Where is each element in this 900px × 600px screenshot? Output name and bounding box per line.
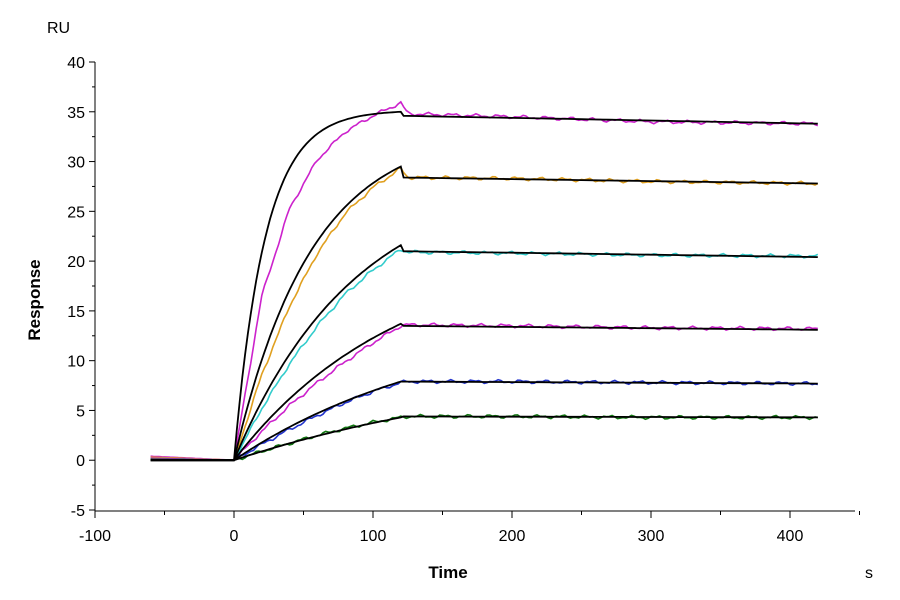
x-axis-title: Time (428, 563, 467, 582)
y-tick-label: 20 (67, 254, 85, 271)
series-fit-6 (150, 415, 818, 462)
series-measured-1 (150, 100, 819, 462)
x-tick-label: 300 (638, 528, 665, 545)
x-tick-label: 0 (230, 528, 239, 545)
x-tick-label: 100 (360, 528, 387, 545)
series-fit-5 (150, 380, 818, 462)
y-tick-label: 35 (67, 105, 85, 122)
y-tick-label: -5 (71, 503, 85, 520)
series-measured-3 (150, 249, 819, 462)
x-tick-label: 400 (777, 528, 804, 545)
y-tick-label: 40 (67, 55, 85, 72)
series-fit-3 (150, 243, 818, 462)
y-axis-title: Response (25, 259, 44, 340)
series-fit-2 (150, 165, 818, 462)
x-tick-label: 200 (499, 528, 526, 545)
series-layer (150, 100, 819, 462)
series-measured-5 (150, 378, 818, 462)
series-fit-4 (150, 322, 818, 462)
x-unit-label: s (865, 565, 873, 582)
series-measured-4 (150, 322, 818, 462)
y-tick-label: 15 (67, 304, 85, 321)
axes (94, 62, 855, 512)
series-fit-1 (150, 110, 818, 462)
x-tick-label: -100 (79, 528, 111, 545)
ticks: -5 0 5 10 15 20 25 30 35 40 -100 0 100 200 300 400 (67, 55, 860, 545)
y-tick-label: 10 (67, 354, 85, 371)
y-tick-label: 5 (76, 403, 85, 420)
y-tick-label: 25 (67, 204, 85, 221)
fit-layer (150, 110, 818, 462)
y-unit-label: RU (47, 20, 70, 37)
y-tick-label: 30 (67, 155, 85, 172)
y-tick-label: 0 (76, 453, 85, 470)
